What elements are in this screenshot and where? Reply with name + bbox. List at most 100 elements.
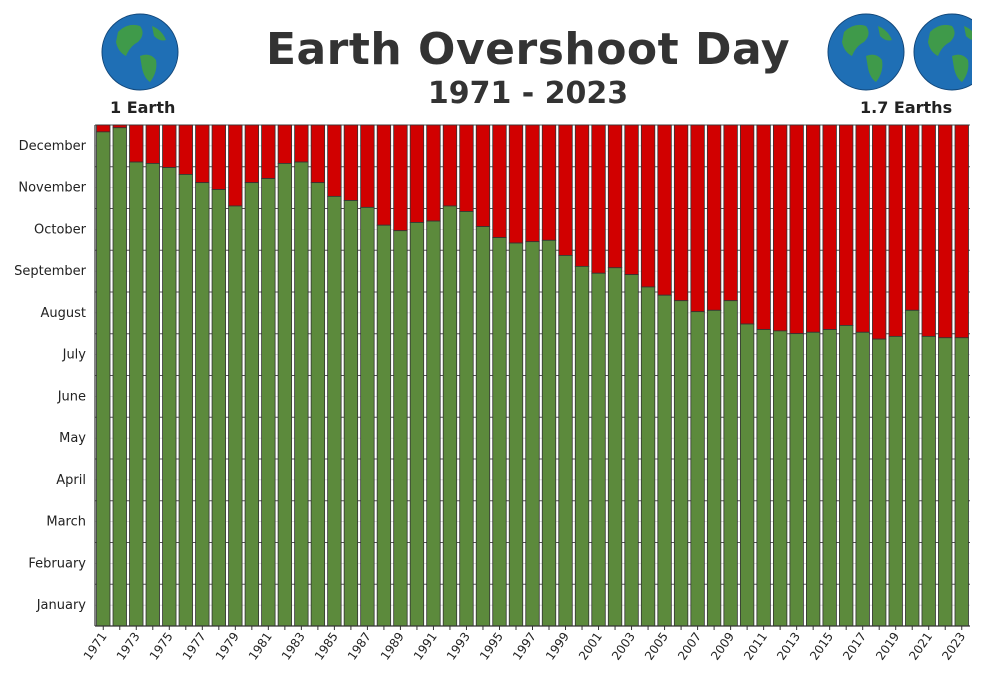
overshoot-bar-segment bbox=[228, 124, 243, 207]
year-tick-label: 1993 bbox=[444, 630, 473, 663]
year-tick-label: 2021 bbox=[906, 630, 935, 663]
bar bbox=[327, 195, 342, 627]
overshoot-bar-segment bbox=[409, 124, 425, 223]
bars bbox=[96, 124, 969, 627]
bar bbox=[806, 331, 821, 627]
year-tick-label: 1971 bbox=[81, 630, 110, 663]
bar bbox=[541, 239, 557, 627]
overshoot-bar-segment bbox=[789, 124, 804, 335]
bar bbox=[888, 335, 903, 627]
overshoot-bar-segment bbox=[96, 124, 111, 133]
bar bbox=[657, 294, 672, 627]
overshoot-bar-segment bbox=[525, 124, 540, 243]
bar bbox=[409, 222, 425, 627]
earth-globe-icon bbox=[101, 13, 179, 91]
bar bbox=[954, 337, 969, 627]
year-tick-label: 2009 bbox=[708, 630, 737, 663]
year-tick-label: 2017 bbox=[840, 630, 869, 663]
year-tick-label: 1989 bbox=[378, 630, 407, 663]
bar bbox=[706, 309, 722, 627]
bar bbox=[591, 272, 606, 627]
year-tick-label: 1977 bbox=[180, 630, 209, 663]
year-tick-label: 1979 bbox=[213, 630, 242, 663]
chart-title: Earth Overshoot Day bbox=[265, 24, 791, 75]
year-tick-label: 1999 bbox=[543, 630, 572, 663]
bar bbox=[112, 127, 127, 627]
bar bbox=[839, 324, 854, 627]
earth-globe-icon bbox=[913, 13, 972, 91]
year-tick-label: 1987 bbox=[345, 630, 374, 663]
bar bbox=[376, 224, 392, 627]
month-tick-label: October bbox=[34, 222, 87, 237]
bar bbox=[162, 167, 177, 627]
year-tick-label: 2003 bbox=[609, 630, 638, 663]
bar bbox=[244, 182, 259, 627]
year-tick-label: 1975 bbox=[147, 630, 176, 663]
overshoot-bar-segment bbox=[921, 124, 936, 337]
bar bbox=[789, 333, 804, 627]
month-tick-label: June bbox=[57, 389, 86, 404]
bar bbox=[343, 200, 359, 627]
overshoot-bar-segment bbox=[839, 124, 854, 326]
overshoot-bar-segment bbox=[508, 124, 524, 244]
overshoot-bar-segment bbox=[673, 124, 689, 302]
overshoot-bar-segment bbox=[261, 124, 276, 179]
year-tick-label: 1995 bbox=[477, 630, 506, 663]
year-tick-label: 1983 bbox=[279, 630, 308, 663]
bar bbox=[640, 286, 656, 627]
bar bbox=[96, 131, 111, 627]
overshoot-bar-segment bbox=[872, 124, 887, 340]
overshoot-bar-segment bbox=[624, 124, 639, 276]
one-earth-label: 1 Earth bbox=[110, 98, 176, 117]
bar bbox=[822, 329, 837, 627]
bar bbox=[310, 182, 326, 627]
year-tick-label: 2005 bbox=[642, 630, 671, 663]
bar bbox=[261, 178, 276, 627]
chart-subtitle: 1971 - 2023 bbox=[427, 76, 629, 111]
month-tick-label: July bbox=[62, 348, 87, 363]
overshoot-bar-segment bbox=[376, 124, 392, 226]
bar bbox=[360, 206, 375, 627]
bar bbox=[277, 163, 293, 627]
bar bbox=[690, 311, 705, 627]
month-tick-label: December bbox=[19, 139, 87, 154]
month-tick-label: November bbox=[18, 181, 86, 196]
overshoot-bar-segment bbox=[475, 124, 491, 227]
month-tick-label: August bbox=[41, 306, 87, 321]
earth-globe-icon bbox=[827, 13, 905, 91]
bar bbox=[475, 226, 491, 627]
overshoot-bar-segment bbox=[343, 124, 359, 201]
year-tick-label: 2013 bbox=[774, 630, 803, 663]
month-tick-label: May bbox=[59, 431, 86, 446]
overshoot-bar-segment bbox=[459, 124, 474, 212]
overshoot-bar-segment bbox=[905, 124, 920, 311]
overshoot-bar-segment bbox=[822, 124, 837, 330]
overshoot-bar-segment bbox=[855, 124, 870, 333]
overshoot-bar-segment bbox=[426, 124, 441, 222]
overshoot-bar-segment bbox=[574, 124, 590, 267]
year-tick-label: 1981 bbox=[246, 630, 275, 663]
earths-needed-label: 1.7 Earths bbox=[860, 98, 953, 117]
bar bbox=[772, 330, 788, 627]
overshoot-bar-segment bbox=[806, 124, 821, 333]
bar bbox=[872, 338, 887, 627]
bar bbox=[723, 300, 738, 627]
bar bbox=[673, 300, 689, 627]
overshoot-bar-segment bbox=[558, 124, 573, 256]
bar bbox=[905, 309, 920, 627]
overshoot-bar-segment bbox=[162, 124, 177, 168]
overshoot-bar-segment bbox=[640, 124, 656, 288]
bar bbox=[921, 335, 936, 627]
overshoot-bar-segment bbox=[211, 124, 226, 190]
year-tick-label: 1997 bbox=[510, 630, 539, 663]
overshoot-bar-segment bbox=[145, 124, 160, 164]
bar bbox=[558, 254, 573, 627]
bar bbox=[178, 174, 193, 627]
bar bbox=[228, 205, 243, 627]
overshoot-bar-segment bbox=[294, 124, 309, 163]
overshoot-bar-segment bbox=[756, 124, 771, 330]
bar bbox=[393, 230, 408, 627]
overshoot-bar-segment bbox=[938, 124, 953, 339]
overshoot-bar-segment bbox=[591, 124, 606, 274]
month-labels: January February March April May June July Augu… bbox=[14, 139, 87, 613]
